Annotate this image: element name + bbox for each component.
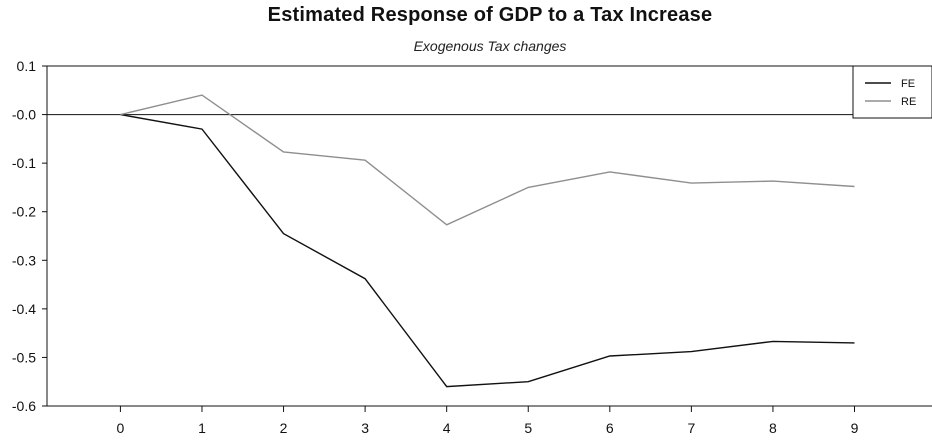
x-tick-label: 5	[524, 420, 532, 436]
legend-box	[852, 65, 932, 119]
x-tick-label: 8	[769, 420, 777, 436]
y-tick-label: -0.4	[12, 301, 36, 317]
series-line-fe	[120, 113, 855, 388]
x-tick-label: 4	[443, 420, 451, 436]
y-tick-label: -0.5	[12, 349, 36, 365]
x-tick-label: 1	[198, 420, 206, 436]
x-tick-label: 7	[687, 420, 695, 436]
legend-label-re: RE	[901, 96, 916, 108]
y-tick-label: 0.1	[17, 58, 37, 74]
y-tick-label: -0.0	[12, 107, 36, 123]
x-tick-label: 3	[361, 420, 369, 436]
y-tick-label: -0.2	[12, 204, 36, 220]
y-tick-label: -0.3	[12, 252, 36, 268]
legend-label-fe: FE	[901, 78, 915, 90]
y-tick-label: -0.6	[12, 398, 36, 414]
x-tick-label: 2	[280, 420, 288, 436]
axes: 0.1 -0.0 -0.1 -0.2 -0.3 -0.4 -0.5 -0.6 0 1 2 3 4 5 6 7 8…	[12, 58, 932, 436]
series-lines	[120, 94, 855, 388]
x-tick-label: 9	[851, 420, 859, 436]
x-tick-label: 0	[117, 420, 125, 436]
chart-title: Estimated Response of GDP to a Tax Incre…	[267, 4, 713, 26]
x-tick-label: 6	[606, 420, 614, 436]
series-line-re	[120, 94, 855, 226]
y-tick-label: -0.1	[12, 155, 36, 171]
legend: FE RE	[852, 65, 932, 119]
chart-subtitle: Exogenous Tax changes	[413, 38, 567, 54]
